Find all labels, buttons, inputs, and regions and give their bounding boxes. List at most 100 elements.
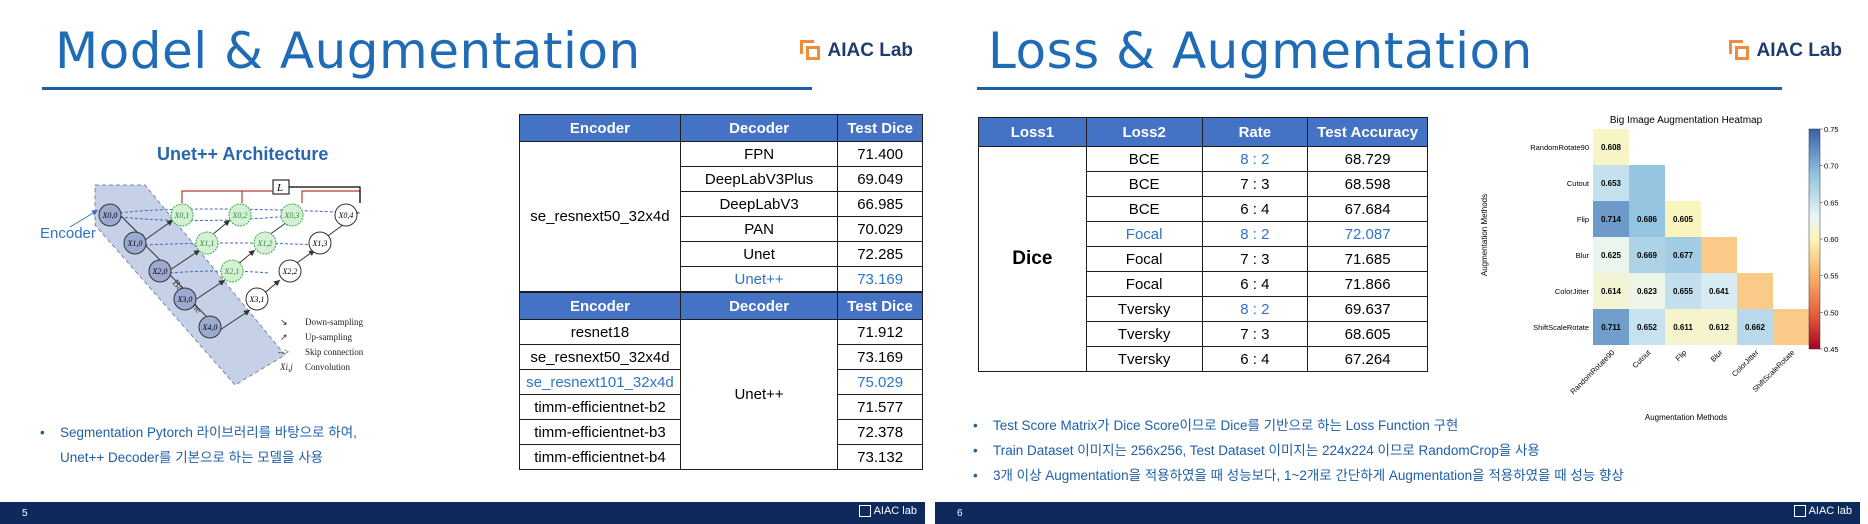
slide-title: Loss & Augmentation <box>988 22 1533 80</box>
node-x20: X2,0 <box>148 259 172 283</box>
colorbar-tick-label: 0.60 <box>1824 235 1839 244</box>
svg-text:X0,2: X0,2 <box>232 211 248 220</box>
heatmap-cell <box>1665 201 1701 237</box>
legend-skip: Skip connection <box>305 347 364 357</box>
svg-text:X3,1: X3,1 <box>249 295 265 304</box>
node-x04: X0,4 <box>334 203 358 227</box>
aiac-logo-icon <box>1728 40 1751 62</box>
heatmap-cell <box>1701 309 1737 345</box>
heatmap-cell <box>1701 237 1737 273</box>
heatmap-value-label: 0.641 <box>1709 287 1730 296</box>
y-axis-label: Augmentation Methods <box>1480 194 1489 276</box>
heatmap-cell <box>1593 309 1629 345</box>
heatmap-value-label: 0.625 <box>1601 251 1622 260</box>
heatmap-cell <box>1629 309 1665 345</box>
loss1-cell: Dice <box>978 146 1087 372</box>
heatmap-cell <box>1629 165 1665 201</box>
heatmap-value-label: 0.677 <box>1673 251 1694 260</box>
bullet-line: Train Dataset 이미지는 256x256, Test Dataset… <box>973 438 1624 463</box>
legend-up-icon: ↗ <box>280 332 288 342</box>
y-tick-label: RandomRotate90 <box>1530 143 1589 152</box>
heatmap-value-label: 0.611 <box>1673 323 1693 332</box>
page-number: 6 <box>957 508 963 519</box>
table-row: Unet 72.285 <box>520 241 923 267</box>
x-axis-label: Augmentation Methods <box>1645 413 1727 422</box>
legend-skip-icon: --> <box>278 347 289 357</box>
heatmap-value-label: 0.605 <box>1673 215 1694 224</box>
table-row: Focal 7 : 3 71.685 <box>979 246 1428 272</box>
heatmap-value-label: 0.614 <box>1601 287 1622 296</box>
logo-text: AIAC Lab <box>827 40 914 61</box>
heatmap-cell <box>1665 237 1701 273</box>
colorbar-tick-label: 0.75 <box>1824 125 1839 134</box>
table-row: resnet18 Unet++ 71.912 <box>519 319 923 470</box>
heatmap-value-label: 0.711 <box>1601 323 1621 332</box>
table-row: se_resnext101_32x4d 75.029 <box>519 369 923 395</box>
svg-text:X1,2: X1,2 <box>257 239 273 248</box>
x-tick-label: Cutout <box>1630 347 1653 370</box>
heatmap-cell <box>1629 273 1665 309</box>
colorbar-tick-label: 0.65 <box>1824 198 1839 207</box>
col-encoder: Encoder <box>519 114 681 142</box>
node-x31: X3,1 <box>245 287 269 311</box>
legend-down-icon: ↘ <box>280 317 288 327</box>
bullet-line: Test Score Matrix가 Dice Score이므로 Dice를 기… <box>973 413 1624 438</box>
heatmap-cell <box>1593 201 1629 237</box>
decoder-comparison-table: Encoder Decoder Test Dice se_resnext50_3… <box>519 114 923 292</box>
bullet-list: Segmentation Pytorch 라이브러리를 바탕으로 하여, Une… <box>40 420 357 470</box>
x-tick-label: RandomRotate90 <box>1568 348 1616 396</box>
svg-text:X4,0: X4,0 <box>202 323 218 332</box>
y-tick-label: Cutout <box>1567 179 1590 188</box>
svg-text:X2,1: X2,1 <box>224 267 240 276</box>
heatmap-cell <box>1737 309 1773 345</box>
colorbar-tick-label: 0.70 <box>1824 162 1839 171</box>
legend-conv-icon: Xi,j <box>279 362 293 372</box>
svg-text:X2,2: X2,2 <box>282 267 298 276</box>
table-row: PAN 70.029 <box>520 216 923 242</box>
heatmap-value-label: 0.714 <box>1601 215 1622 224</box>
svg-text:X1,3: X1,3 <box>312 239 328 248</box>
node-x11: X1,1 <box>195 231 219 255</box>
slide-gap <box>925 0 935 524</box>
heatmap-cell <box>1593 273 1629 309</box>
x-tick-label: Flip <box>1673 348 1688 363</box>
svg-text:X0,4: X0,4 <box>338 211 354 220</box>
table-row: Focal 8 : 2 72.087 <box>979 221 1428 247</box>
bullet-line: Segmentation Pytorch 라이브러리를 바탕으로 하여, <box>40 420 357 445</box>
table-row: Tversky 6 : 4 67.264 <box>979 346 1428 372</box>
page-number: 5 <box>22 508 28 519</box>
heatmap-cell <box>1701 273 1737 309</box>
col-dice: Test Dice <box>837 114 923 142</box>
heatmap-value-label: 0.655 <box>1673 287 1694 296</box>
bullet-line: 3개 이상 Augmentation을 적용하였을 때 성능보다, 1~2개로 … <box>973 463 1624 488</box>
encoder-cell: se_resnext50_32x4d <box>519 141 681 292</box>
node-x30: X3,0 <box>173 287 197 311</box>
heatmap-value-label: 0.662 <box>1745 323 1766 332</box>
loss-comparison-table: Loss1 Loss2 Rate Test Accuracy Dice BCE 8 … <box>978 117 1428 372</box>
heatmap-value-label: 0.608 <box>1601 143 1622 152</box>
svg-text:X3,0: X3,0 <box>177 295 193 304</box>
heatmap-cell <box>1629 237 1665 273</box>
node-x40: X4,0 <box>198 315 222 339</box>
brand-logo: AIAC Lab <box>799 40 914 62</box>
table-row: Tversky 8 : 2 69.637 <box>979 296 1428 322</box>
unetpp-diagram: Backbone L <box>40 179 364 386</box>
legend-up: Up-sampling <box>305 332 352 342</box>
title-underline <box>977 87 1782 90</box>
legend-conv: Convolution <box>305 362 351 372</box>
heatmap-cell <box>1737 273 1773 309</box>
table-row: BCE 7 : 3 68.598 <box>979 171 1428 197</box>
x-tick-label: ColorJitter <box>1730 348 1761 379</box>
table-row: timm-efficientnet-b4 73.132 <box>519 444 923 470</box>
heatmap-cell <box>1773 309 1809 345</box>
table-row: DeepLabV3 66.985 <box>520 191 923 217</box>
table-row: Tversky 7 : 3 68.605 <box>979 321 1428 347</box>
slide-title: Model & Augmentation <box>55 22 641 80</box>
logo-text: AIAC Lab <box>1756 40 1843 61</box>
aiac-logo-icon <box>1793 505 1806 517</box>
y-tick-label: Blur <box>1576 251 1590 260</box>
node-x21: X2,1 <box>220 259 244 283</box>
col-decoder: Decoder <box>679 114 839 142</box>
colorbar-tick-label: 0.50 <box>1824 308 1839 317</box>
node-x22: X2,2 <box>278 259 302 283</box>
